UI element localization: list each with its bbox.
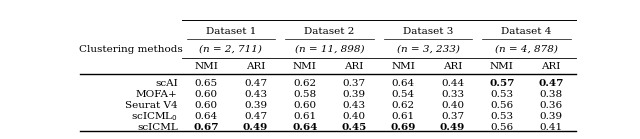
- Text: 0.56: 0.56: [490, 101, 513, 110]
- Text: 0.60: 0.60: [293, 101, 316, 110]
- Text: 0.40: 0.40: [342, 112, 365, 121]
- Text: 0.45: 0.45: [341, 123, 367, 132]
- Text: scICML$_0$: scICML$_0$: [131, 110, 178, 123]
- Text: 0.69: 0.69: [390, 123, 416, 132]
- Text: Dataset 3: Dataset 3: [403, 27, 453, 36]
- Text: Clustering methods: Clustering methods: [79, 45, 182, 54]
- Text: 0.61: 0.61: [392, 112, 415, 121]
- Text: ARI: ARI: [541, 63, 561, 71]
- Text: NMI: NMI: [490, 63, 514, 71]
- Text: 0.47: 0.47: [244, 79, 267, 88]
- Text: 0.39: 0.39: [244, 101, 267, 110]
- Text: 0.54: 0.54: [392, 90, 415, 99]
- Text: Dataset 2: Dataset 2: [304, 27, 355, 36]
- Text: 0.65: 0.65: [195, 79, 218, 88]
- Text: 0.56: 0.56: [490, 123, 513, 132]
- Text: Seurat V4: Seurat V4: [125, 101, 178, 110]
- Text: 0.64: 0.64: [292, 123, 317, 132]
- Text: 0.37: 0.37: [342, 79, 365, 88]
- Text: ARI: ARI: [246, 63, 265, 71]
- Text: (n = 11, 898): (n = 11, 898): [294, 44, 364, 53]
- Text: MOFA+: MOFA+: [136, 90, 178, 99]
- Text: 0.62: 0.62: [293, 79, 316, 88]
- Text: scICML: scICML: [137, 123, 178, 132]
- Text: 0.60: 0.60: [195, 101, 218, 110]
- Text: NMI: NMI: [195, 63, 218, 71]
- Text: 0.61: 0.61: [293, 112, 316, 121]
- Text: Dataset 1: Dataset 1: [205, 27, 256, 36]
- Text: (n = 4, 878): (n = 4, 878): [495, 44, 558, 53]
- Text: NMI: NMI: [293, 63, 317, 71]
- Text: Dataset 4: Dataset 4: [501, 27, 552, 36]
- Text: scAI: scAI: [155, 79, 178, 88]
- Text: (n = 3, 233): (n = 3, 233): [397, 44, 460, 53]
- Text: 0.60: 0.60: [195, 90, 218, 99]
- Text: 0.53: 0.53: [490, 90, 513, 99]
- Text: ARI: ARI: [344, 63, 364, 71]
- Text: ARI: ARI: [443, 63, 462, 71]
- Text: 0.40: 0.40: [441, 101, 464, 110]
- Text: 0.38: 0.38: [540, 90, 563, 99]
- Text: 0.64: 0.64: [195, 112, 218, 121]
- Text: 0.64: 0.64: [392, 79, 415, 88]
- Text: 0.49: 0.49: [243, 123, 268, 132]
- Text: 0.67: 0.67: [193, 123, 219, 132]
- Text: 0.58: 0.58: [293, 90, 316, 99]
- Text: 0.49: 0.49: [440, 123, 465, 132]
- Text: 0.57: 0.57: [489, 79, 515, 88]
- Text: 0.47: 0.47: [538, 79, 564, 88]
- Text: 0.47: 0.47: [244, 112, 267, 121]
- Text: 0.37: 0.37: [441, 112, 464, 121]
- Text: 0.33: 0.33: [441, 90, 464, 99]
- Text: NMI: NMI: [392, 63, 415, 71]
- Text: 0.39: 0.39: [342, 90, 365, 99]
- Text: 0.43: 0.43: [244, 90, 267, 99]
- Text: (n = 2, 711): (n = 2, 711): [200, 44, 262, 53]
- Text: 0.62: 0.62: [392, 101, 415, 110]
- Text: 0.43: 0.43: [342, 101, 365, 110]
- Text: 0.41: 0.41: [540, 123, 563, 132]
- Text: 0.53: 0.53: [490, 112, 513, 121]
- Text: 0.44: 0.44: [441, 79, 464, 88]
- Text: 0.39: 0.39: [540, 112, 563, 121]
- Text: 0.36: 0.36: [540, 101, 563, 110]
